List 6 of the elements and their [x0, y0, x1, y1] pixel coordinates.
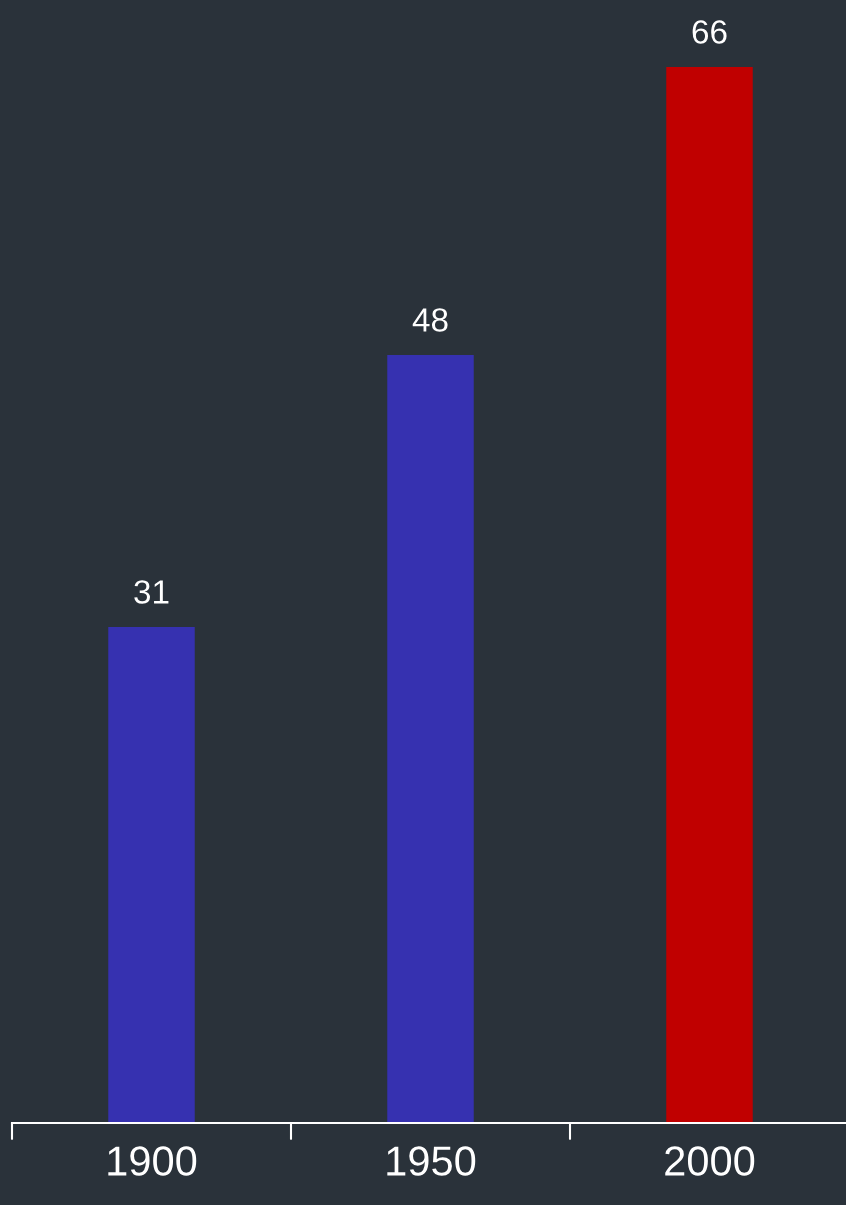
x-tick-label: 1950: [387, 1146, 476, 1176]
x-tick-label: 2000: [665, 1146, 755, 1176]
data-label: 66: [692, 20, 727, 44]
data-label: 31: [134, 580, 169, 604]
data-label: 48: [412, 308, 448, 332]
x-tick-label: 1900: [108, 1146, 197, 1176]
